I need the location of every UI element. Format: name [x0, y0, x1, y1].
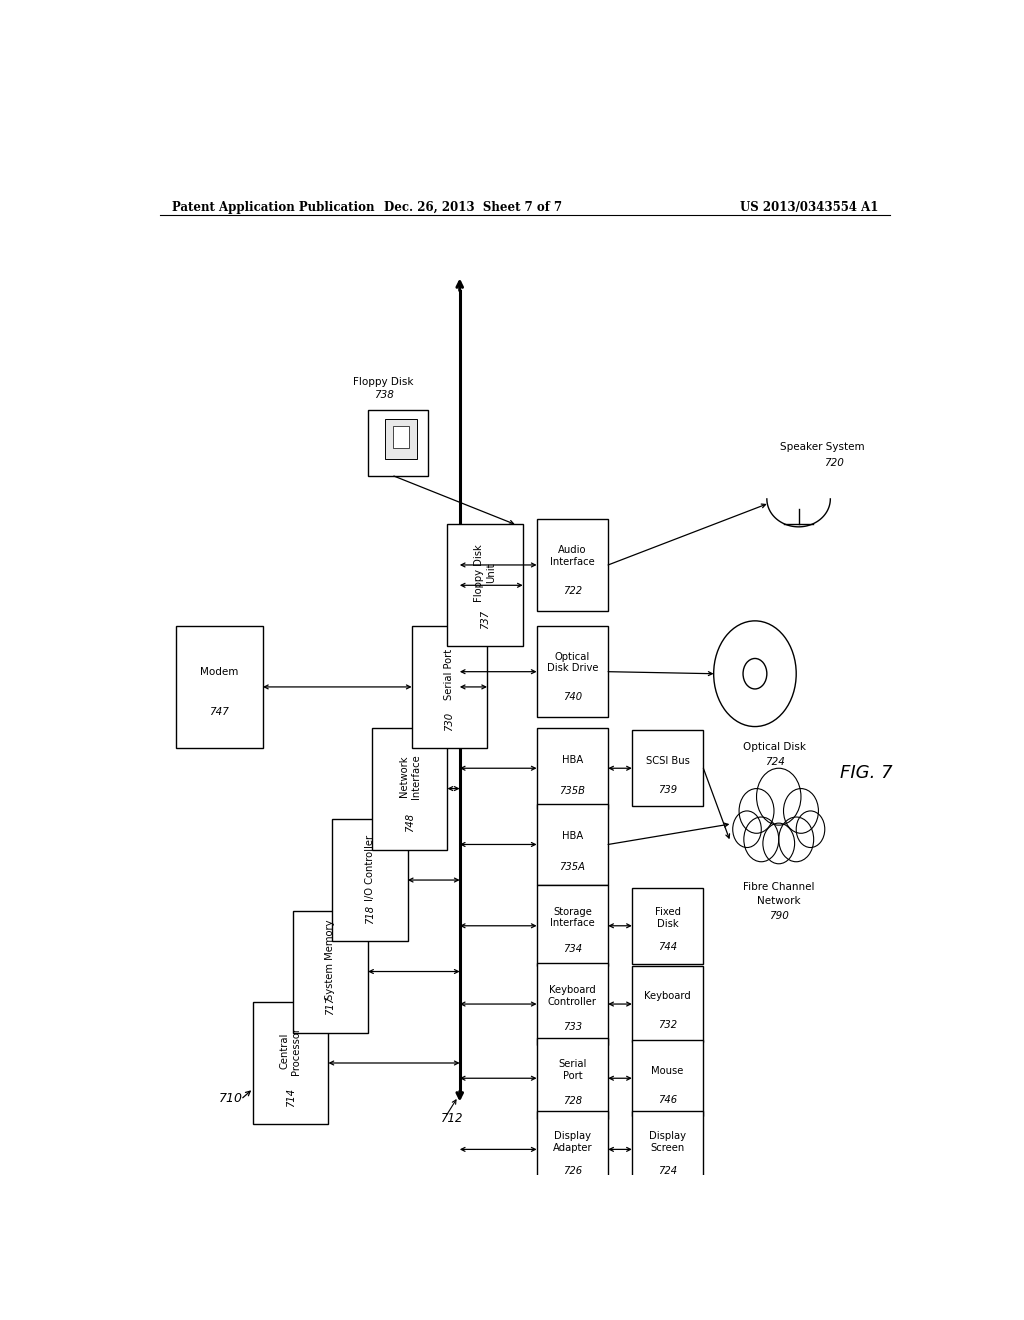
Text: 728: 728 [563, 1096, 582, 1106]
Text: 722: 722 [563, 586, 582, 595]
Text: 718: 718 [365, 904, 375, 924]
Bar [253, 1002, 329, 1125]
Bar [632, 1111, 703, 1188]
Text: Storage
Interface: Storage Interface [550, 907, 595, 928]
Text: Audio
Interface: Audio Interface [550, 545, 595, 566]
Bar [537, 1111, 608, 1188]
Text: Keyboard
Controller: Keyboard Controller [548, 985, 597, 1007]
Bar [368, 411, 428, 477]
Text: 710: 710 [219, 1092, 243, 1105]
Bar [333, 818, 408, 941]
Text: SCSI Bus: SCSI Bus [646, 755, 689, 766]
Circle shape [778, 817, 814, 862]
Text: Central
Processor: Central Processor [280, 1027, 301, 1074]
Circle shape [739, 788, 774, 833]
Text: 735B: 735B [559, 785, 586, 796]
Circle shape [763, 824, 795, 863]
Text: Display
Screen: Display Screen [649, 1131, 686, 1152]
Text: 726: 726 [563, 1166, 582, 1176]
Text: Network: Network [757, 896, 801, 907]
Text: 740: 740 [563, 692, 582, 702]
Bar [176, 626, 263, 748]
Circle shape [743, 817, 778, 862]
Text: Dec. 26, 2013  Sheet 7 of 7: Dec. 26, 2013 Sheet 7 of 7 [384, 201, 562, 214]
Text: HBA: HBA [562, 755, 583, 766]
Text: Serial Port: Serial Port [444, 649, 455, 701]
Text: I/O Controller: I/O Controller [365, 834, 375, 902]
Text: Mouse: Mouse [651, 1065, 684, 1076]
Circle shape [797, 810, 824, 847]
Text: System Memory: System Memory [326, 919, 336, 999]
Text: Fibre Channel: Fibre Channel [743, 882, 814, 892]
Bar [385, 418, 417, 459]
Text: 724: 724 [765, 758, 784, 767]
Bar [537, 626, 608, 718]
Text: HBA: HBA [562, 832, 583, 841]
Text: 732: 732 [658, 1020, 677, 1031]
Bar [632, 966, 703, 1043]
Text: 730: 730 [444, 711, 455, 731]
Text: Floppy Disk
Unit: Floppy Disk Unit [474, 544, 496, 602]
Bar [537, 886, 608, 966]
Polygon shape [767, 499, 830, 527]
Text: 734: 734 [563, 944, 582, 953]
Circle shape [733, 810, 761, 847]
Text: Serial
Port: Serial Port [558, 1060, 587, 1081]
Bar [293, 911, 368, 1032]
Bar [447, 524, 523, 647]
Text: 747: 747 [209, 708, 229, 717]
Bar [412, 626, 487, 748]
Text: Fixed
Disk: Fixed Disk [654, 907, 681, 929]
Bar [632, 730, 703, 807]
Text: 714: 714 [286, 1088, 296, 1106]
Text: 733: 733 [563, 1022, 582, 1032]
Bar [393, 426, 409, 447]
Text: Optical
Disk Drive: Optical Disk Drive [547, 652, 598, 673]
Text: 738: 738 [374, 389, 393, 400]
Text: 712: 712 [440, 1111, 463, 1125]
Circle shape [783, 788, 818, 833]
Bar [537, 964, 608, 1044]
Text: Floppy Disk: Floppy Disk [353, 376, 414, 387]
Text: US 2013/0343554 A1: US 2013/0343554 A1 [739, 201, 878, 214]
Text: Speaker System: Speaker System [780, 442, 864, 453]
Text: 746: 746 [658, 1094, 677, 1105]
Text: FIG. 7: FIG. 7 [840, 764, 892, 783]
Text: Display
Adapter: Display Adapter [553, 1131, 592, 1152]
Bar [537, 1038, 608, 1119]
Text: 748: 748 [404, 813, 415, 833]
Text: 744: 744 [658, 942, 677, 952]
Circle shape [757, 768, 801, 825]
Text: 735A: 735A [559, 862, 586, 873]
Bar [537, 727, 608, 809]
Text: 737: 737 [480, 610, 490, 630]
Text: Network
Interface: Network Interface [399, 754, 421, 799]
Bar [632, 887, 703, 964]
Text: 724: 724 [658, 1166, 677, 1176]
Text: Modem: Modem [200, 667, 239, 677]
Text: 790: 790 [769, 911, 788, 920]
Text: 739: 739 [658, 784, 677, 795]
Text: 717: 717 [326, 997, 336, 1015]
Circle shape [714, 620, 797, 726]
Text: Patent Application Publication: Patent Application Publication [172, 201, 374, 214]
Bar [537, 519, 608, 611]
Bar [537, 804, 608, 886]
Bar [372, 727, 447, 850]
Text: Keyboard: Keyboard [644, 991, 691, 1002]
Bar [632, 1040, 703, 1117]
Text: Optical Disk: Optical Disk [743, 742, 806, 752]
Text: 720: 720 [824, 458, 844, 469]
